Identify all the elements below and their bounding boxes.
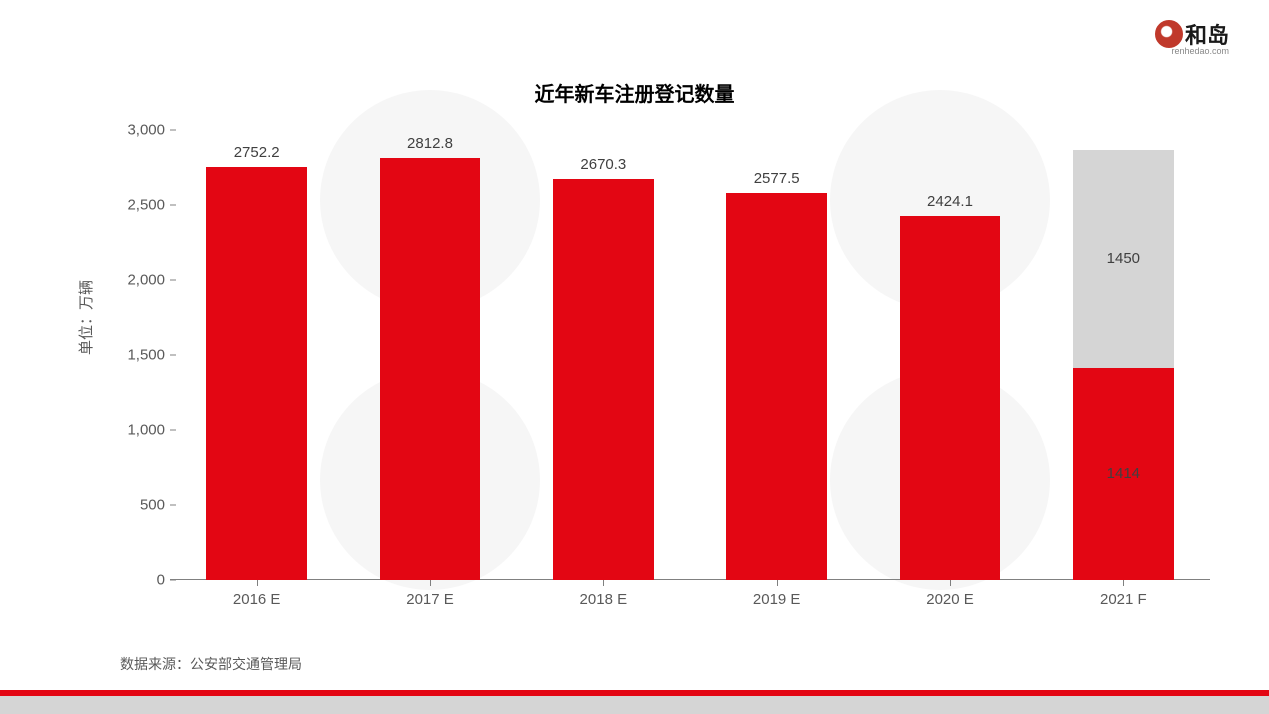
bar-segment	[900, 216, 1001, 580]
bar-inner-label: 1414	[1107, 465, 1140, 482]
y-tick-label: 3,000	[105, 122, 165, 139]
y-axis-label: 单位：万辆	[75, 280, 96, 355]
x-tick-mark	[777, 580, 778, 586]
logo-icon	[1155, 20, 1183, 48]
chart-area: 05001,0001,5002,0002,5003,0002016 E2752.…	[160, 130, 1210, 600]
plot-area	[170, 130, 1210, 580]
bar-segment	[380, 158, 481, 580]
y-tick-label: 2,500	[105, 197, 165, 214]
source-prefix: 数据来源：	[120, 656, 190, 672]
y-tick-label: 0	[105, 572, 165, 589]
x-tick-label: 2016 E	[233, 591, 281, 608]
source-text: 公安部交通管理局	[190, 656, 302, 672]
chart-title: 近年新车注册登记数量	[535, 78, 735, 107]
slide: 和岛 renhedao.com 近年新车注册登记数量 单位：万辆 05001,0…	[0, 0, 1269, 714]
footer-gray-bar	[0, 696, 1269, 714]
x-tick-label: 2017 E	[406, 591, 454, 608]
x-tick-label: 2020 E	[926, 591, 974, 608]
y-tick-mark	[170, 130, 176, 131]
bar-segment	[726, 193, 827, 580]
x-tick-mark	[430, 580, 431, 586]
bar-inner-label: 1450	[1107, 250, 1140, 267]
y-tick-mark	[170, 280, 176, 281]
logo: 和岛 renhedao.com	[1155, 18, 1229, 50]
x-tick-mark	[257, 580, 258, 586]
bar-segment	[206, 167, 307, 580]
bar-top-label: 2577.5	[754, 170, 800, 187]
bar-top-label: 2670.3	[580, 156, 626, 173]
x-tick-mark	[603, 580, 604, 586]
y-tick-mark	[170, 355, 176, 356]
y-tick-mark	[170, 580, 176, 581]
bar-top-label: 2424.1	[927, 193, 973, 210]
logo-subtext: renhedao.com	[1171, 46, 1229, 56]
bar-top-label: 2752.2	[234, 144, 280, 161]
y-tick-mark	[170, 430, 176, 431]
y-tick-label: 500	[105, 497, 165, 514]
y-tick-mark	[170, 205, 176, 206]
x-tick-label: 2019 E	[753, 591, 801, 608]
y-tick-label: 1,000	[105, 422, 165, 439]
y-tick-label: 2,000	[105, 272, 165, 289]
x-tick-label: 2021 F	[1100, 591, 1147, 608]
x-tick-mark	[1123, 580, 1124, 586]
y-tick-label: 1,500	[105, 347, 165, 364]
x-tick-mark	[950, 580, 951, 586]
data-source: 数据来源：公安部交通管理局	[120, 654, 302, 674]
bar-segment	[553, 179, 654, 580]
x-tick-label: 2018 E	[580, 591, 628, 608]
bar-top-label: 2812.8	[407, 135, 453, 152]
x-axis-line	[170, 579, 1210, 580]
y-tick-mark	[170, 505, 176, 506]
